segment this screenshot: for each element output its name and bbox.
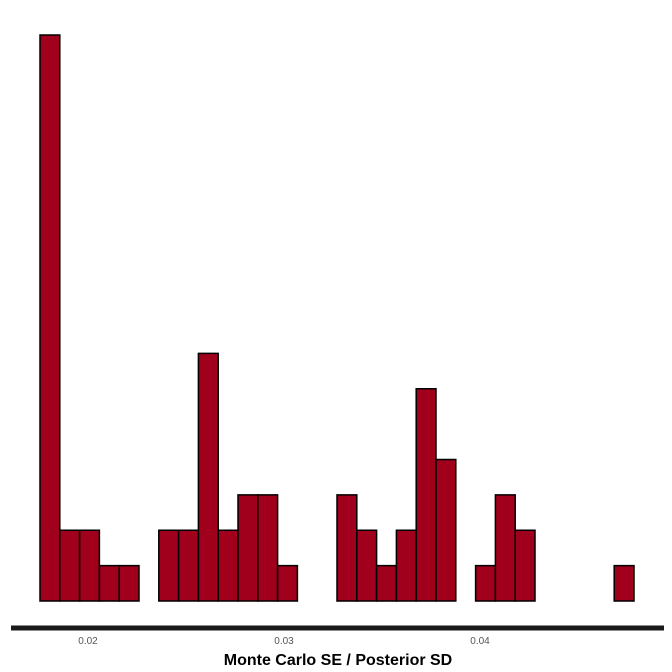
histogram-bar-29 (613, 564, 635, 602)
histogram-bar-2 (78, 529, 101, 602)
x-tick-label-0: 0.02 (78, 636, 98, 647)
histogram-bar-3 (98, 564, 120, 602)
histogram-bar-17 (375, 564, 398, 602)
histogram-bar-20 (435, 458, 457, 602)
histogram-bar-10 (237, 494, 259, 602)
x-tick-label-1: 0.03 (274, 636, 294, 647)
histogram-bar-23 (494, 494, 516, 602)
x-tick-label-2: 0.04 (470, 636, 490, 647)
histogram-bar-24 (514, 529, 536, 602)
histogram-bar-7 (177, 529, 200, 602)
histogram-bar-15 (336, 494, 358, 602)
histogram-bar-1 (59, 529, 81, 602)
histogram-bar-8 (197, 352, 219, 602)
histogram-bar-18 (395, 529, 417, 602)
histogram-bar-19 (415, 388, 437, 602)
x-axis-ticks: 0.02 0.03 0.04 (78, 636, 490, 647)
histogram-bar-6 (158, 529, 180, 602)
histogram-bar-9 (217, 529, 239, 602)
histogram-bar-0 (39, 34, 61, 602)
histogram-bar-16 (356, 529, 378, 602)
histogram-bar-22 (474, 564, 497, 602)
x-axis-title: Monte Carlo SE / Posterior SD (224, 652, 452, 669)
histogram-bar-12 (276, 564, 299, 602)
histogram-bar-4 (118, 564, 140, 602)
histogram-bars (39, 34, 635, 602)
histogram-bar-11 (257, 494, 279, 602)
